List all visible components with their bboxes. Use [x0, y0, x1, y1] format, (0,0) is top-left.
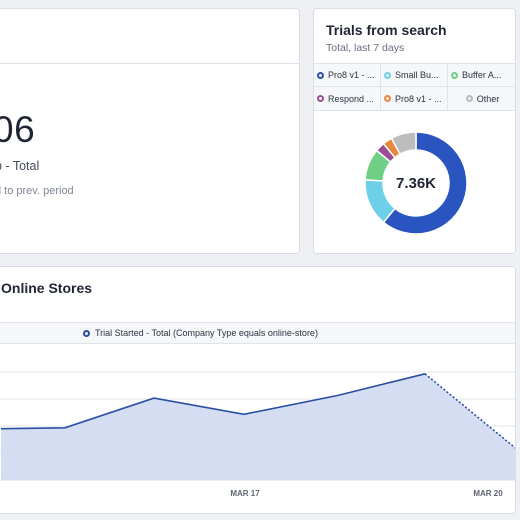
area-line-chart[interactable]: MAR 17 MAR 20	[0, 345, 516, 514]
x-tick-label: MAR 17	[230, 489, 260, 498]
legend-item[interactable]: Buffer A...	[448, 64, 515, 87]
donut-slice[interactable]	[382, 131, 468, 235]
legend-label: Other	[476, 93, 500, 104]
metric-label: p - Total	[0, 159, 40, 173]
card-subtitle: Total, last 7 days	[326, 42, 405, 54]
legend-item[interactable]: Respond ...	[314, 87, 381, 110]
card-title: Trials from search	[326, 22, 447, 38]
data-point[interactable]	[336, 393, 340, 397]
total-metric-card: 06 p - Total d to prev. period	[0, 8, 300, 254]
legend-item[interactable]: Other	[448, 87, 515, 110]
metric-value: 06	[0, 109, 36, 150]
card-title: Online Stores	[1, 280, 93, 296]
donut-chart[interactable]: 7.36K	[354, 121, 478, 245]
comparison-text: d to prev. period	[0, 185, 74, 197]
data-point[interactable]	[515, 447, 516, 451]
donut-slice[interactable]	[390, 131, 417, 156]
series-line	[0, 373, 426, 430]
legend-item[interactable]: Pro8 v1 - ...	[314, 64, 381, 87]
donut-legend: Pro8 v1 - ... Small Bu... Buffer A... Re…	[314, 63, 515, 111]
area-fill	[1, 373, 515, 480]
legend-label: Respond ...	[328, 93, 375, 104]
legend-dot-icon	[83, 329, 90, 337]
legend-dot-icon	[317, 95, 324, 102]
data-point[interactable]	[152, 396, 156, 400]
legend-label: Pro8 v1 - ...	[328, 70, 375, 80]
series-label: Trial Started - Total (Company Type equa…	[95, 328, 318, 338]
legend-dot-icon	[451, 71, 458, 79]
x-tick-label: MAR 20	[473, 489, 503, 498]
legend-dot-icon	[384, 95, 391, 102]
legend-dot-icon	[465, 95, 473, 102]
data-point[interactable]	[242, 412, 246, 416]
donut-center-value: 7.36K	[396, 175, 436, 192]
data-point[interactable]	[63, 426, 67, 430]
series-legend-item[interactable]: Trial Started - Total (Company Type equa…	[83, 328, 318, 338]
data-point[interactable]	[423, 372, 427, 376]
legend-label: Buffer A...	[462, 70, 502, 80]
legend-dot-icon	[317, 71, 324, 79]
legend-label: Small Bu...	[395, 70, 439, 80]
trials-from-search-card: Trials from search Total, last 7 days Pr…	[313, 8, 516, 254]
online-stores-card: Online Stores Trial Started - Total (Com…	[0, 266, 516, 514]
legend-item[interactable]: Small Bu...	[381, 64, 448, 87]
legend-item[interactable]: Pro8 v1 - ...	[381, 87, 448, 110]
legend-dot-icon	[384, 71, 391, 79]
card-header	[0, 9, 299, 64]
chart-legend-bar: Trial Started - Total (Company Type equa…	[0, 322, 515, 344]
legend-label: Pro8 v1 - ...	[395, 93, 442, 104]
